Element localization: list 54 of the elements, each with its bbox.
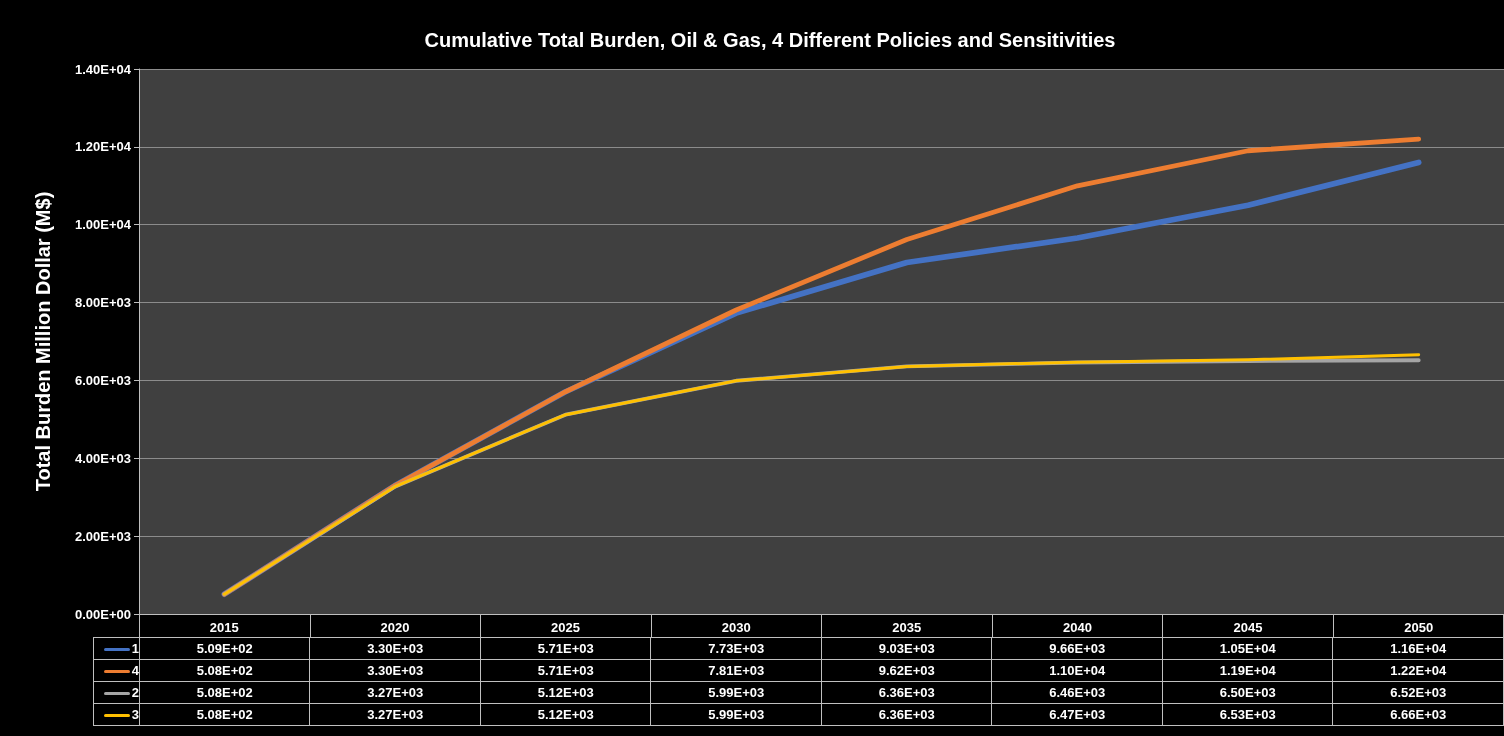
data-label: 1.19E+04 [1162,659,1333,682]
data-label: 3.30E+03 [309,637,481,660]
data-label: 5.09E+02 [139,637,310,660]
data-label: 3.27E+03 [309,681,481,704]
data-label: 9.66E+03 [991,637,1163,660]
data-label: 6.66E+03 [1332,703,1504,726]
y-tick-label: 0.00E+00 [74,606,131,622]
data-label: 6.36E+03 [821,681,992,704]
y-tick-label: 2.00E+03 [74,528,131,544]
data-label: 9.62E+03 [821,659,992,682]
y-tick-label: 4.00E+03 [74,450,131,466]
x-tick-label: 2030 [721,620,751,635]
x-tick-label: 2040 [1062,620,1092,635]
data-label: 3.27E+03 [309,703,481,726]
y-axis-title: Total Burden Million Dollar (M$) [32,191,54,492]
data-label: 6.36E+03 [821,703,992,726]
data-label: 7.73E+03 [650,637,822,660]
x-tick-label: 2015 [209,620,239,635]
legend-label: 1 [93,637,140,660]
x-tick-label: 2045 [1233,620,1263,635]
data-label: 1.22E+04 [1332,659,1504,682]
data-label: 5.71E+03 [480,659,651,682]
chart-title: Cumulative Total Burden, Oil & Gas, 4 Different Policies and Sensitivities [424,29,1116,51]
y-tick-label: 6.00E+03 [74,372,131,388]
y-tick-label: 1.00E+04 [74,217,132,233]
x-tick-label: 2035 [892,620,922,635]
data-label: 6.46E+03 [991,681,1163,704]
data-label: 6.50E+03 [1162,681,1333,704]
data-label: 5.08E+02 [139,703,310,726]
data-label: 9.03E+03 [821,637,992,660]
data-label: 6.52E+03 [1332,681,1504,704]
data-label: 7.81E+03 [650,659,822,682]
data-label: 5.08E+02 [139,681,310,704]
data-label: 5.71E+03 [480,637,651,660]
y-tick-label: 1.40E+04 [74,61,132,77]
data-label: 5.12E+03 [480,681,651,704]
data-label: 5.99E+03 [650,681,822,704]
data-label: 5.99E+03 [650,703,822,726]
data-label: 1.05E+04 [1162,637,1333,660]
data-label: 3.30E+03 [309,659,481,682]
data-label: 6.47E+03 [991,703,1163,726]
data-label: 1.16E+04 [1332,637,1504,660]
data-label: 1.10E+04 [991,659,1163,682]
x-tick-label: 2020 [380,620,410,635]
legend-label: 4 [93,659,140,682]
data-label: 5.12E+03 [480,703,651,726]
x-tick-label: 2050 [1404,620,1434,635]
data-label: 6.53E+03 [1162,703,1333,726]
x-tick-label: 2025 [551,620,581,635]
legend-label: 3 [93,703,140,726]
data-label: 5.08E+02 [139,659,310,682]
y-tick-label: 8.00E+03 [74,295,131,311]
legend-label: 2 [93,681,140,704]
y-tick-label: 1.20E+04 [74,139,132,155]
